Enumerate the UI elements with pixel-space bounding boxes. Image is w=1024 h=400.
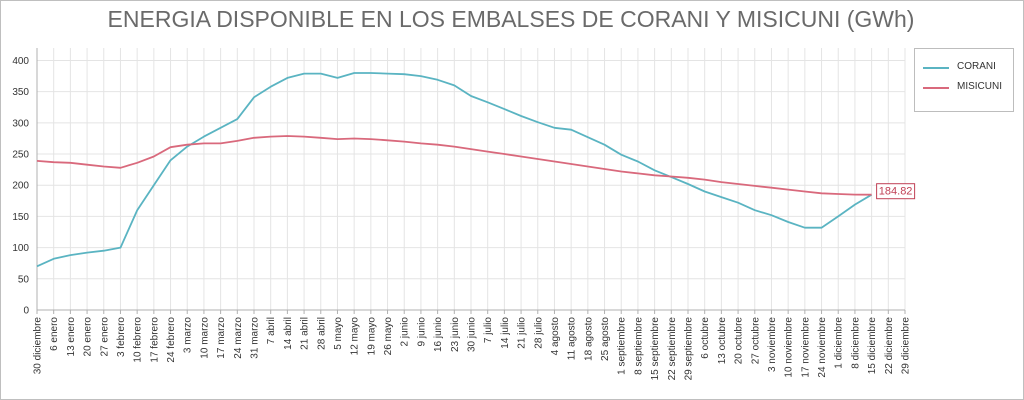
x-tick-label: 2 junio [400, 317, 411, 347]
x-tick-label: 17 marzo [216, 317, 227, 359]
chart-title: ENERGIA DISPONIBLE EN LOS EMBALSES DE CO… [107, 6, 915, 32]
x-tick-label: 27 enero [99, 317, 110, 357]
y-tick-label: 200 [12, 181, 29, 192]
x-tick-label: 3 marzo [183, 317, 194, 354]
x-tick-label: 22 diciembre [884, 317, 895, 375]
x-tick-label: 20 enero [83, 317, 94, 357]
x-tick-label: 12 mayo [350, 317, 361, 356]
x-tick-label: 8 diciembre [850, 317, 861, 369]
x-tick-label: 20 octubre [734, 317, 745, 365]
x-tick-label: 29 septiembre [684, 317, 695, 381]
x-tick-label: 7 julio [483, 317, 494, 344]
x-tick-label: 28 abril [316, 317, 327, 350]
y-tick-label: 50 [18, 274, 30, 285]
x-tick-label: 24 marzo [233, 317, 244, 359]
x-tick-label: 17 febrero [149, 317, 160, 363]
y-tick-label: 150 [12, 212, 29, 223]
chart-legend: CORANI MISICUNI [914, 48, 1014, 112]
x-tick-label: 21 julio [517, 317, 528, 349]
x-tick-label: 10 febrero [133, 317, 144, 363]
x-tick-label: 8 septiembre [633, 317, 644, 375]
x-tick-label: 15 septiembre [650, 317, 661, 381]
x-tick-label: 9 junio [416, 317, 427, 347]
x-tick-label: 18 agosto [583, 317, 594, 361]
x-tick-label: 10 noviembre [784, 317, 795, 378]
legend-label-misicuni: MISICUNI [957, 81, 1002, 92]
y-tick-label: 400 [12, 56, 29, 67]
x-tick-label: 27 octubre [750, 317, 761, 365]
x-tick-label: 14 julio [500, 317, 511, 349]
x-tick-label: 13 octubre [717, 317, 728, 365]
x-tick-label: 15 diciembre [867, 317, 878, 375]
series-line-corani [36, 72, 873, 268]
x-tick-label: 29 diciembre [901, 317, 912, 375]
legend-swatch-corani [923, 67, 949, 69]
x-tick-label: 3 noviembre [767, 317, 778, 372]
x-tick-label: 24 noviembre [817, 317, 828, 378]
x-tick-label: 11 agosto [567, 317, 578, 361]
x-tick-label: 26 mayo [383, 317, 394, 356]
x-tick-label: 22 septiembre [667, 317, 678, 381]
legend-label-corani: CORANI [957, 61, 996, 72]
x-tick-label: 1 diciembre [834, 317, 845, 369]
legend-swatch-misicuni [923, 87, 949, 89]
y-tick-label: 0 [23, 306, 29, 317]
y-tick-label: 300 [12, 118, 29, 129]
x-tick-label: 17 noviembre [800, 317, 811, 378]
y-tick-label: 350 [12, 87, 29, 98]
x-tick-label: 25 agosto [600, 317, 611, 361]
x-tick-label: 6 octubre [700, 317, 711, 359]
x-tick-label: 14 abril [283, 317, 294, 350]
x-tick-label: 30 diciembre [33, 317, 44, 375]
x-tick-label: 21 abril [300, 317, 311, 350]
x-tick-label: 3 febrero [116, 317, 127, 357]
y-tick-label: 250 [12, 150, 29, 161]
x-tick-label: 19 mayo [366, 317, 377, 356]
x-tick-label: 23 junio [450, 317, 461, 352]
series-line-misicuni [36, 135, 872, 196]
x-tick-label: 7 abril [266, 317, 277, 344]
x-tick-label: 6 enero [49, 317, 60, 351]
x-tick-label: 10 marzo [199, 317, 210, 359]
x-tick-label: 5 mayo [333, 317, 344, 350]
x-tick-label: 24 febrero [166, 317, 177, 363]
y-tick-label: 100 [12, 243, 29, 254]
x-tick-label: 4 agosto [550, 317, 561, 356]
x-tick-label: 1 septiembre [617, 317, 628, 375]
data-label-box [876, 183, 916, 200]
x-tick-label: 28 julio [533, 317, 544, 349]
x-tick-label: 30 junio [467, 317, 478, 352]
x-tick-label: 13 enero [66, 317, 77, 357]
x-tick-label: 16 junio [433, 317, 444, 352]
data-label: 184.82 [879, 186, 913, 198]
x-tick-label: 31 marzo [250, 317, 261, 359]
